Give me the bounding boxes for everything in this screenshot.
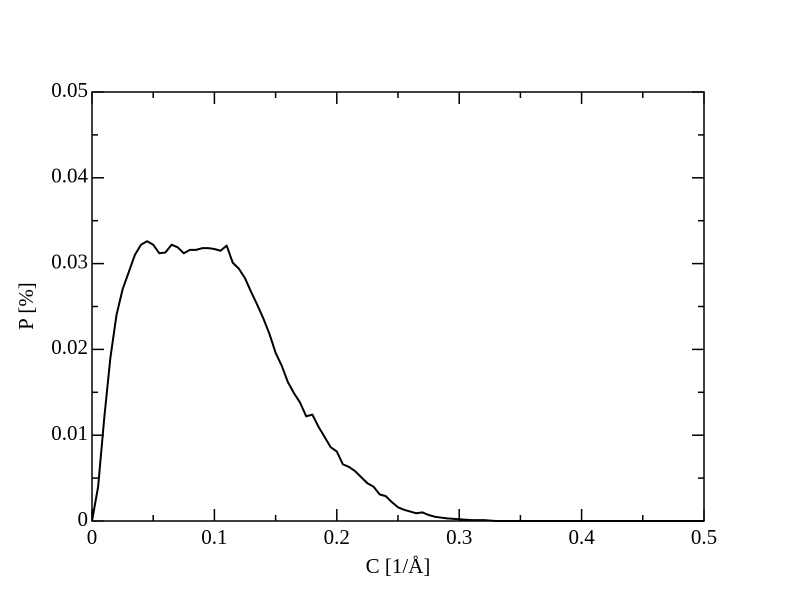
y-axis-label: P [%] [14,282,38,330]
data-line [91,240,704,522]
y-tick-label: 0.04 [51,164,88,188]
y-tick-label: 0.02 [51,335,88,359]
x-tick-label: 0 [87,525,98,549]
x-tick-label: 0.5 [691,525,717,549]
x-tick-label: 0.4 [568,525,595,549]
x-tick-label: 0.3 [446,525,472,549]
y-tick-label: 0 [78,507,89,531]
y-tick-label: 0.05 [51,78,88,102]
y-tick-label: 0.01 [51,421,88,445]
x-axis-label: C [1/Å] [366,554,431,578]
plot-frame [91,91,705,522]
x-tick-label: 0.2 [324,525,350,549]
y-tick-label: 0.03 [51,249,88,273]
x-tick-label: 0.1 [201,525,227,549]
